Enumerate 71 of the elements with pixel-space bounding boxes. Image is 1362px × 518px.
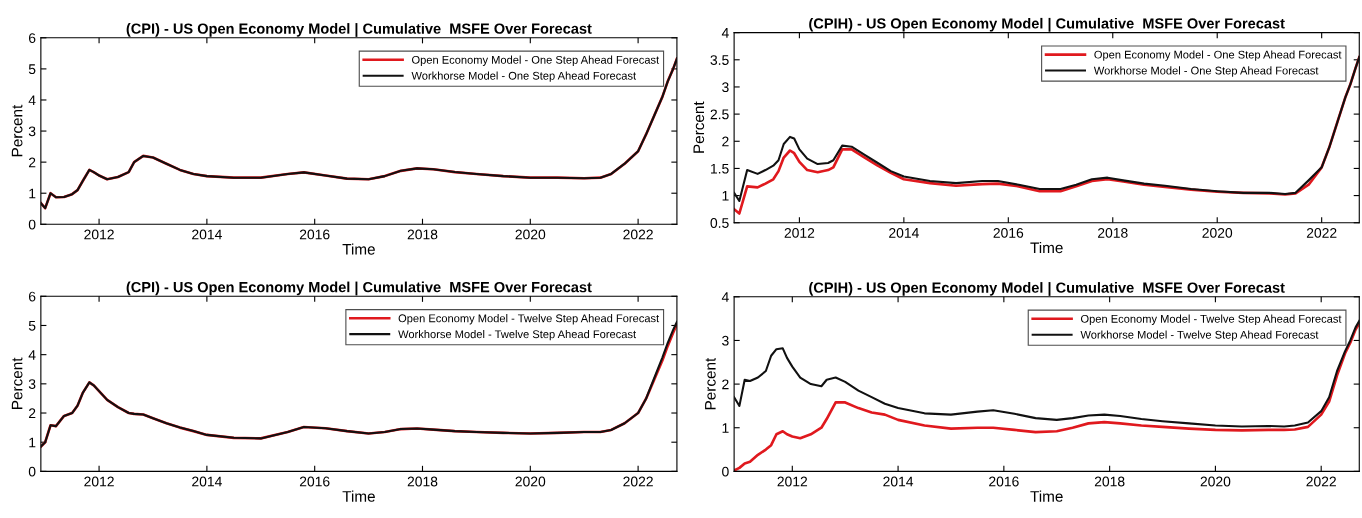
- y-tick-label: 0: [28, 219, 36, 230]
- legend-label: Workhorse Model - One Step Ahead Forecast: [411, 71, 637, 82]
- x-axis-title: Time: [342, 243, 375, 255]
- y-axis-title: Percent: [693, 101, 705, 153]
- x-tick-label: 2014: [889, 227, 919, 238]
- y-tick-label: 4: [28, 350, 36, 360]
- x-tick-label: 2016: [989, 476, 1019, 487]
- y-tick-label: 3.5: [710, 55, 729, 65]
- y-axis-title: Percent: [11, 104, 23, 157]
- y-tick-label: 3: [722, 335, 729, 346]
- legend-label: Open Economy Model - One Step Ahead Forecast: [1094, 50, 1342, 61]
- y-tick-label: 1: [722, 191, 729, 201]
- x-tick-label: 2022: [623, 229, 653, 240]
- x-tick-label: 2012: [84, 229, 114, 240]
- y-tick-label: 4: [721, 28, 729, 38]
- chart-title: (CPIH) - US Open Economy Model | Cumulative MSFE Over Forecast: [809, 282, 1285, 296]
- y-tick-label: 5: [28, 64, 36, 75]
- x-axis-title: Time: [342, 490, 375, 502]
- legend-label: Workhorse Model - One Step Ahead Forecast: [1093, 66, 1319, 77]
- y-axis-title: Percent: [11, 357, 23, 409]
- chart-title: (CPIH) - US Open Economy Model | Cumulative MSFE Over Forecast: [809, 17, 1285, 32]
- y-tick-label: 0: [722, 466, 729, 477]
- legend-label: Workhorse Model - Twelve Step Ahead Forecast: [1080, 330, 1319, 341]
- x-tick-label: 2014: [192, 476, 222, 487]
- y-axis-title: Percent: [705, 357, 716, 410]
- chart-title: (CPI) - US Open Economy Model | Cumulative MSFE Over Forecast: [126, 281, 592, 296]
- x-tick-label: 2012: [784, 227, 815, 238]
- y-tick-label: 0: [28, 466, 36, 477]
- y-tick-label: 2: [28, 408, 36, 419]
- chart-title: (CPI) - US Open Economy Model | Cumulative MSFE Over Forecast: [126, 23, 592, 37]
- legend-label: Open Economy Model - Twelve Step Ahead Forecast: [1080, 314, 1342, 325]
- x-tick-label: 2018: [1094, 476, 1125, 487]
- x-tick-label: 2020: [1200, 476, 1231, 487]
- y-tick-label: 3: [722, 82, 729, 93]
- x-tick-label: 2020: [515, 229, 546, 240]
- y-tick-label: 1: [29, 437, 36, 448]
- y-tick-label: 2: [722, 136, 729, 147]
- x-tick-label: 2022: [1306, 476, 1336, 487]
- x-tick-label: 2020: [1202, 227, 1233, 238]
- y-tick-label: 5: [28, 320, 36, 331]
- y-tick-label: 3: [28, 126, 36, 137]
- x-tick-label: 2020: [515, 476, 546, 487]
- x-tick-label: 2016: [299, 229, 330, 240]
- x-tick-label: 2014: [883, 476, 914, 487]
- y-tick-label: 1.5: [711, 163, 729, 174]
- legend-label: Workhorse Model - Twelve Step Ahead Forecast: [398, 329, 637, 341]
- y-tick-label: 4: [28, 95, 36, 106]
- legend-label: Open Economy Model - Twelve Step Ahead Forecast: [398, 314, 660, 325]
- x-tick-label: 2018: [1098, 227, 1128, 238]
- y-tick-label: 1: [29, 188, 36, 199]
- x-tick-label: 2018: [407, 476, 438, 487]
- y-tick-label: 0.5: [710, 218, 729, 228]
- x-tick-label: 2016: [299, 476, 330, 487]
- x-axis-title: Time: [1030, 241, 1063, 254]
- y-tick-label: 6: [28, 33, 36, 43]
- x-tick-label: 2016: [993, 227, 1024, 238]
- y-tick-label: 3: [28, 379, 36, 390]
- legend-label: Open Economy Model - One Step Ahead Forecast: [412, 55, 660, 66]
- x-tick-label: 2022: [623, 476, 653, 487]
- x-axis-title: Time: [1030, 490, 1063, 502]
- x-tick-label: 2022: [1306, 227, 1337, 238]
- y-tick-label: 1: [722, 423, 729, 433]
- x-tick-label: 2012: [84, 476, 114, 487]
- x-tick-label: 2014: [192, 229, 222, 240]
- y-tick-label: 2: [722, 379, 729, 390]
- y-tick-label: 2.5: [710, 109, 729, 120]
- x-tick-label: 2018: [407, 229, 438, 240]
- y-tick-label: 2: [28, 157, 36, 168]
- y-tick-label: 4: [721, 292, 729, 302]
- y-tick-label: 6: [28, 291, 36, 302]
- x-tick-label: 2012: [777, 476, 808, 487]
